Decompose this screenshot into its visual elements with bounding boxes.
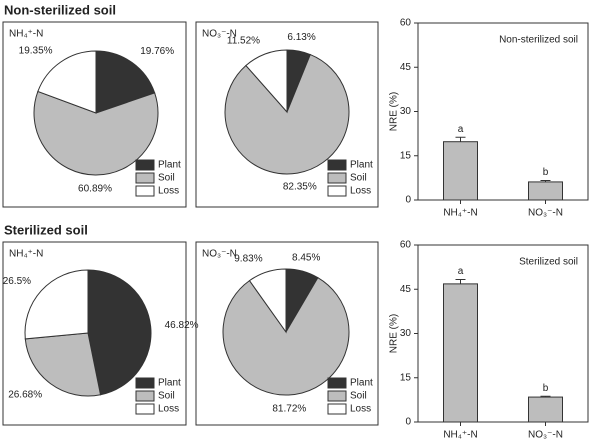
pie-title: NO₃⁻-N [202, 29, 237, 40]
pie-slice [33, 90, 159, 176]
bar [528, 181, 563, 201]
legend-swatch [135, 185, 155, 197]
pie-slice [245, 49, 288, 114]
pie-slice [24, 332, 102, 397]
significance-letter: b [543, 167, 549, 178]
legend-swatch [327, 377, 347, 389]
pie-slice [24, 269, 89, 340]
slice-label: 6.13% [287, 32, 315, 43]
error-bar [540, 395, 551, 398]
y-axis-label: NRE (%) [389, 92, 400, 131]
pie-title: NH₄⁺-N [9, 249, 43, 260]
legend-label: Soil [158, 391, 175, 402]
error-bar [540, 179, 551, 182]
legend-swatch [135, 159, 155, 171]
bar [443, 141, 478, 201]
slice-label: 46.82% [165, 320, 199, 331]
section-heading: Sterilized soil [4, 222, 88, 237]
legend-label: Plant [158, 160, 181, 171]
slice-label: 81.72% [272, 404, 306, 415]
y-tick-label: 30 [400, 106, 412, 117]
legend-label: Loss [350, 186, 371, 197]
error-bar [455, 278, 466, 284]
legend-swatch [135, 403, 155, 415]
y-tick-label: 0 [405, 417, 411, 428]
section-heading: Non-sterilized soil [4, 2, 116, 17]
y-tick-label: 0 [405, 195, 411, 206]
slice-label: 60.89% [78, 184, 112, 195]
y-tick-label: 15 [400, 372, 412, 383]
chart-title: Non-sterilized soil [499, 35, 578, 46]
legend-swatch [327, 403, 347, 415]
x-tick-label: NO₃⁻-N [528, 208, 563, 219]
slice-label: 19.76% [140, 46, 174, 57]
pie-slice [248, 268, 287, 334]
significance-letter: a [458, 266, 464, 277]
slice-label: 11.52% [227, 36, 260, 47]
y-tick-label: 30 [400, 328, 412, 339]
legend-label: Loss [158, 404, 179, 415]
bar [443, 283, 478, 423]
pie-slice [37, 50, 97, 114]
x-tick-label: NO₃⁻-N [528, 430, 563, 441]
x-tick-label: NH₄⁺-N [443, 208, 477, 219]
pie-title: NH₄⁺-N [9, 29, 43, 40]
bar [528, 396, 563, 423]
significance-letter: a [458, 124, 464, 135]
legend-label: Plant [158, 378, 181, 389]
y-tick-label: 45 [400, 62, 412, 73]
legend-swatch [327, 185, 347, 197]
slice-label: 19.35% [19, 45, 53, 56]
panel-frame [195, 241, 379, 426]
panel-frame [2, 241, 187, 426]
significance-letter: b [543, 383, 549, 394]
y-tick-label: 15 [400, 150, 412, 161]
slice-label: 9.83% [234, 253, 262, 264]
legend-swatch [327, 172, 347, 184]
legend-swatch [135, 172, 155, 184]
slice-label: 82.35% [283, 182, 317, 193]
slice-label: 26.68% [8, 389, 42, 400]
pie-slice [87, 269, 152, 396]
panel-frame [195, 21, 379, 208]
legend-label: Plant [350, 160, 373, 171]
y-tick-label: 45 [400, 284, 412, 295]
slice-label: 26.5% [3, 276, 31, 287]
legend-label: Loss [350, 404, 371, 415]
pie-slice [224, 53, 350, 175]
x-tick-label: NH₄⁺-N [443, 430, 477, 441]
pie-title: NO₃⁻-N [202, 249, 237, 260]
pie-slice [222, 276, 350, 396]
legend-label: Soil [158, 173, 175, 184]
y-axis-label: NRE (%) [389, 314, 400, 353]
chart-title: Sterilized soil [519, 257, 578, 268]
y-tick-label: 60 [400, 240, 412, 251]
panel-frame [2, 21, 187, 208]
legend-label: Soil [350, 173, 367, 184]
legend-label: Loss [158, 186, 179, 197]
legend-label: Plant [350, 378, 373, 389]
legend-swatch [135, 390, 155, 402]
y-tick-label: 60 [400, 18, 412, 29]
slice-label: 8.45% [292, 252, 320, 263]
error-bar [455, 136, 466, 142]
legend-swatch [327, 390, 347, 402]
legend-swatch [135, 377, 155, 389]
legend-label: Soil [350, 391, 367, 402]
legend-swatch [327, 159, 347, 171]
